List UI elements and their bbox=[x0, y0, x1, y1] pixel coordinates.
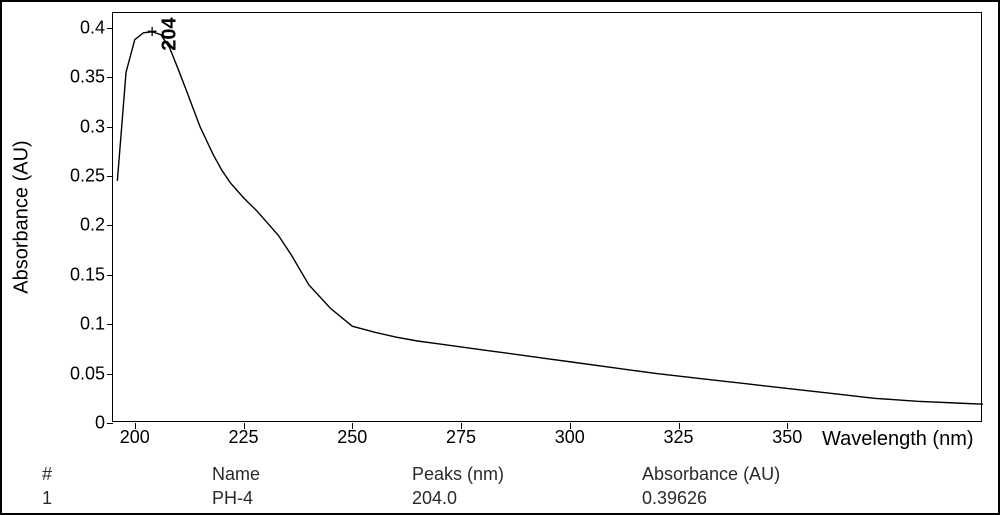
x-tick-label: 275 bbox=[446, 427, 476, 448]
y-tick-label: 0 bbox=[95, 413, 105, 434]
x-tick bbox=[135, 423, 136, 429]
x-axis-label: Wavelength (nm) bbox=[822, 428, 974, 451]
table-column: Absorbance (AU)0.39626 bbox=[642, 462, 780, 510]
table-cell: 1 bbox=[42, 486, 52, 510]
spectrum-path bbox=[117, 32, 983, 404]
x-tick-label: 250 bbox=[337, 427, 367, 448]
y-tick bbox=[107, 374, 113, 375]
y-tick bbox=[107, 275, 113, 276]
y-tick bbox=[107, 28, 113, 29]
x-tick-label: 200 bbox=[120, 427, 150, 448]
y-axis-label: Absorbance (AU) bbox=[11, 140, 34, 293]
table-cell: PH-4 bbox=[212, 486, 260, 510]
x-tick-label: 350 bbox=[772, 427, 802, 448]
y-tick-label: 0.4 bbox=[80, 17, 105, 38]
table-column: Peaks (nm)204.0 bbox=[412, 462, 504, 510]
y-tick-label: 0.05 bbox=[70, 363, 105, 384]
y-tick-label: 0.15 bbox=[70, 264, 105, 285]
table-column: NamePH-4 bbox=[212, 462, 260, 510]
table-header-cell: Absorbance (AU) bbox=[642, 462, 780, 486]
x-tick-label: 225 bbox=[228, 427, 258, 448]
x-tick bbox=[787, 423, 788, 429]
y-tick bbox=[107, 225, 113, 226]
x-tick-label: 300 bbox=[555, 427, 585, 448]
y-tick-label: 0.25 bbox=[70, 166, 105, 187]
table-header-cell: Name bbox=[212, 462, 260, 486]
x-tick bbox=[461, 423, 462, 429]
y-tick-label: 0.1 bbox=[80, 314, 105, 335]
x-tick bbox=[570, 423, 571, 429]
table-cell: 204.0 bbox=[412, 486, 504, 510]
y-tick-label: 0.35 bbox=[70, 67, 105, 88]
spectrum-line bbox=[113, 13, 983, 423]
y-tick bbox=[107, 324, 113, 325]
x-tick bbox=[244, 423, 245, 429]
table-cell: 0.39626 bbox=[642, 486, 780, 510]
x-tick bbox=[352, 423, 353, 429]
y-tick bbox=[107, 176, 113, 177]
y-tick bbox=[107, 127, 113, 128]
y-tick bbox=[107, 77, 113, 78]
x-tick bbox=[679, 423, 680, 429]
table-header-cell: Peaks (nm) bbox=[412, 462, 504, 486]
table-header-cell: # bbox=[42, 462, 52, 486]
y-tick-label: 0.2 bbox=[80, 215, 105, 236]
plot-area: + 204 00.050.10.150.20.250.30.350.420022… bbox=[112, 12, 982, 422]
y-tick bbox=[107, 423, 113, 424]
figure-container: + 204 00.050.10.150.20.250.30.350.420022… bbox=[0, 0, 1000, 515]
x-tick-label: 325 bbox=[663, 427, 693, 448]
table-column: #1 bbox=[42, 462, 52, 510]
y-tick-label: 0.3 bbox=[80, 116, 105, 137]
